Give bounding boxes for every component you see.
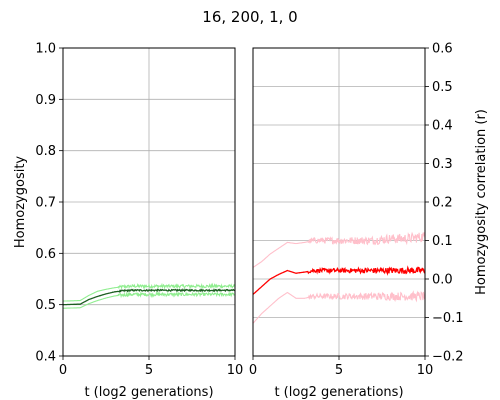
left-xtick-label: 0: [59, 363, 67, 378]
left-ytick-label: 0.7: [35, 196, 56, 211]
right-ytick-label: −0.1: [432, 311, 464, 326]
left-ytick-label: 1.0: [35, 42, 56, 57]
right-ytick-label: 0.5: [432, 80, 453, 95]
right-ytick-label: 0.0: [432, 273, 453, 288]
left-series-upper: [63, 282, 236, 302]
right-ytick-label: 0.6: [432, 42, 453, 57]
figure-title: 16, 200, 1, 0: [202, 8, 297, 26]
right-series-mean: [252, 265, 426, 295]
left-series-group: [62, 282, 236, 309]
left-ytick-label: 0.8: [35, 144, 56, 159]
right-y-ticks: −0.2 −0.1 0.0 0.1 0.2 0.3 0.4 0.5 0.6: [425, 42, 464, 365]
right-ytick-label: 0.1: [432, 234, 453, 249]
correlation-panel: 0 5 10 −0.2 −0.1 0.0 0.1 0.2 0.3 0.4 0.5 0.6 t (lo…: [249, 42, 489, 400]
left-xtick-label: 10: [227, 363, 244, 378]
right-ytick-label: 0.4: [432, 119, 453, 134]
left-ytick-label: 0.4: [35, 350, 56, 365]
left-series-mean: [63, 288, 236, 306]
left-ytick-label: 0.6: [35, 247, 56, 262]
right-y-axis-label: Homozygosity correlation (r): [474, 109, 489, 295]
left-y-ticks: 0.4 0.5 0.6 0.7 0.8 0.9 1.0: [35, 42, 63, 365]
right-x-axis-label: t (log2 generations): [274, 385, 403, 400]
left-x-ticks: 0 5 10: [59, 356, 243, 378]
right-xtick-label: 0: [249, 363, 257, 378]
right-series-group: [252, 231, 426, 324]
right-x-ticks: 0 5 10: [249, 356, 433, 378]
right-ytick-label: 0.2: [432, 196, 453, 211]
homozygosity-panel: 0 5 10 0.4 0.5 0.6 0.7 0.8 0.9 1.0 t (log2 gener…: [13, 42, 243, 400]
right-ytick-label: 0.3: [432, 157, 453, 172]
right-xtick-label: 5: [335, 363, 343, 378]
left-x-axis-label: t (log2 generations): [84, 385, 213, 400]
right-ytick-label: −0.2: [432, 350, 464, 365]
left-xtick-label: 5: [145, 363, 153, 378]
right-xtick-label: 10: [417, 363, 434, 378]
right-series-upper: [252, 231, 426, 268]
left-series-lower: [62, 291, 236, 309]
left-ytick-label: 0.5: [35, 298, 56, 313]
right-series-lower: [252, 290, 426, 324]
left-y-axis-label: Homozygosity: [13, 156, 28, 249]
left-ytick-label: 0.9: [35, 93, 56, 108]
